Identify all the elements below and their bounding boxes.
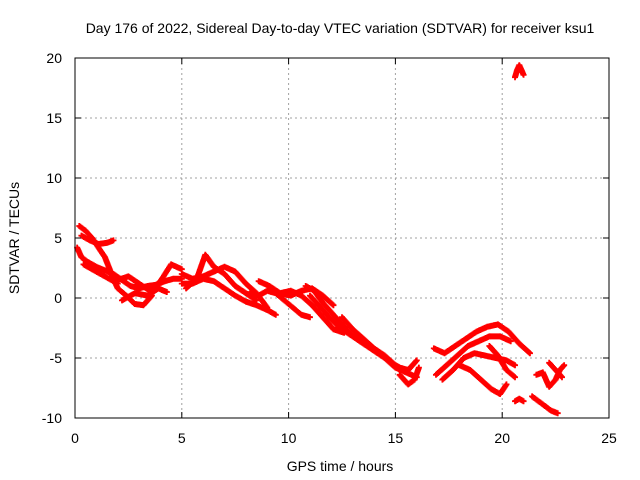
data-point-run: [455, 343, 471, 358]
data-point-run: [312, 288, 325, 305]
data-point-run: [440, 367, 456, 382]
series-track-d: [80, 261, 121, 287]
y-axis-label: SDTVAR / TECUs: [6, 182, 22, 294]
data-point-run: [468, 367, 483, 382]
series-track-c: [78, 232, 117, 247]
data-point-run: [495, 353, 509, 372]
y-tick-label: 15: [46, 110, 62, 126]
data-point: [400, 367, 407, 373]
y-tick-label: -10: [42, 410, 62, 426]
y-tick-label: 20: [46, 50, 62, 66]
data-point-run: [299, 293, 315, 308]
series-track-i: [178, 275, 279, 318]
data-point: [559, 374, 566, 381]
series-track-v: [512, 62, 527, 81]
series-track-w: [512, 395, 527, 405]
data-point-run: [120, 290, 137, 303]
data-point: [512, 374, 519, 381]
chart-title: Day 176 of 2022, Sidereal Day-to-day VTE…: [86, 20, 595, 36]
data-point-run: [517, 341, 532, 356]
data-point: [507, 338, 514, 345]
axis-ticks: 0 5 10 15 20 25 -10 -5 0 5 10 15 20: [42, 50, 617, 446]
data-point: [554, 410, 561, 417]
x-tick-label: 10: [281, 430, 297, 446]
data-point: [561, 362, 568, 369]
y-tick-label: 0: [54, 290, 62, 306]
data-point-run: [444, 353, 460, 368]
data-point-run: [147, 279, 163, 293]
data-point-run: [350, 327, 366, 341]
grid: [75, 58, 609, 418]
data-point-run: [433, 363, 449, 377]
series-track-e: [114, 261, 185, 294]
data-point-run: [158, 262, 174, 284]
y-tick-label: -5: [50, 350, 63, 366]
data-point-run: [307, 293, 323, 310]
data-point-run: [547, 377, 558, 389]
data-point-run: [506, 329, 522, 346]
data-point: [306, 314, 313, 321]
series-track-z: [546, 359, 566, 381]
data-point-run: [516, 63, 524, 72]
data-point-run: [382, 353, 398, 368]
x-tick-label: 0: [71, 430, 79, 446]
data-point-run: [222, 272, 238, 288]
data-point-run: [513, 396, 522, 404]
data-point-run: [203, 252, 217, 269]
data-point: [503, 381, 510, 388]
series-track-l: [277, 287, 348, 336]
data-points: [74, 62, 568, 417]
data-point-run: [233, 269, 248, 286]
data-point-run: [478, 377, 494, 392]
data-point-run: [329, 317, 345, 332]
x-tick-label: 20: [494, 430, 510, 446]
series-track-o: [339, 314, 407, 373]
data-point-run: [361, 336, 377, 351]
data-point-run: [518, 68, 527, 77]
data-point-run: [318, 305, 334, 322]
data-point: [272, 311, 279, 318]
data-point: [163, 289, 170, 295]
data-point: [110, 237, 117, 244]
series-track-q: [430, 321, 533, 357]
y-tick-label: 10: [46, 170, 62, 186]
data-point-run: [517, 396, 526, 404]
series-track-p: [396, 364, 422, 388]
data-point-run: [320, 315, 336, 332]
data-point-run: [309, 303, 325, 320]
series-track-t: [456, 362, 510, 397]
y-tick-label: 5: [54, 230, 62, 246]
series-track-j: [247, 287, 313, 321]
data-point: [330, 302, 337, 309]
data-point: [520, 71, 527, 78]
series-track-r: [432, 333, 514, 378]
series-track-y: [529, 393, 561, 417]
data-point: [413, 357, 420, 364]
data-point: [415, 364, 422, 371]
x-axis-label: GPS time / hours: [287, 458, 394, 474]
x-tick-label: 15: [388, 430, 404, 446]
x-tick-label: 5: [178, 430, 186, 446]
x-tick-label: 25: [601, 430, 617, 446]
data-point: [512, 362, 519, 369]
data-point: [520, 398, 527, 405]
data-point: [526, 350, 533, 357]
series-track-f: [118, 285, 170, 304]
data-point-run: [547, 360, 558, 372]
data-point-run: [339, 315, 355, 332]
data-point-run: [553, 368, 565, 380]
series-track-x: [533, 362, 568, 390]
data-point-run: [320, 293, 336, 308]
data-point-run: [83, 228, 95, 240]
series-track-u: [486, 343, 519, 381]
data-point-run: [504, 367, 517, 380]
